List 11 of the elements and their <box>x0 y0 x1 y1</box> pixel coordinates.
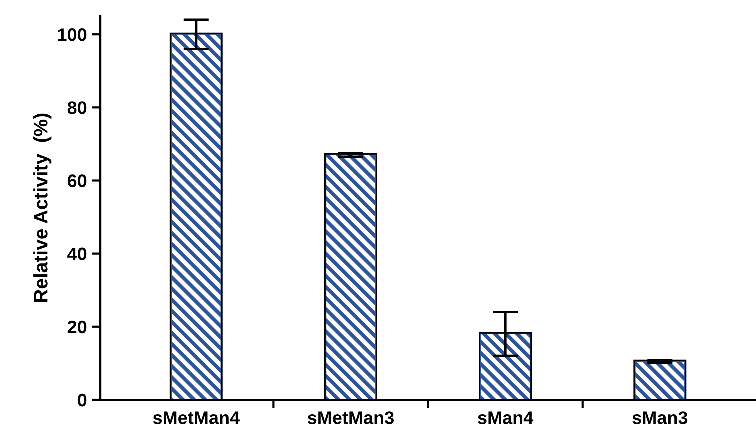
y-tick-label: 100 <box>58 28 87 42</box>
x-tick-label: sMan4 <box>478 412 534 424</box>
y-tick-label: 80 <box>68 102 87 114</box>
y-tick-label: 0 <box>78 394 87 407</box>
x-tick-label: sMetMan3 <box>308 412 394 424</box>
y-tick-label: 40 <box>68 248 87 261</box>
x-tick-label: sMan3 <box>632 412 688 424</box>
y-tick-label: 60 <box>68 174 87 188</box>
y-axis-title: Relative Activity (%) <box>34 114 52 302</box>
x-tick-label: sMetMan4 <box>153 412 240 424</box>
y-tick-label: 20 <box>68 320 87 334</box>
